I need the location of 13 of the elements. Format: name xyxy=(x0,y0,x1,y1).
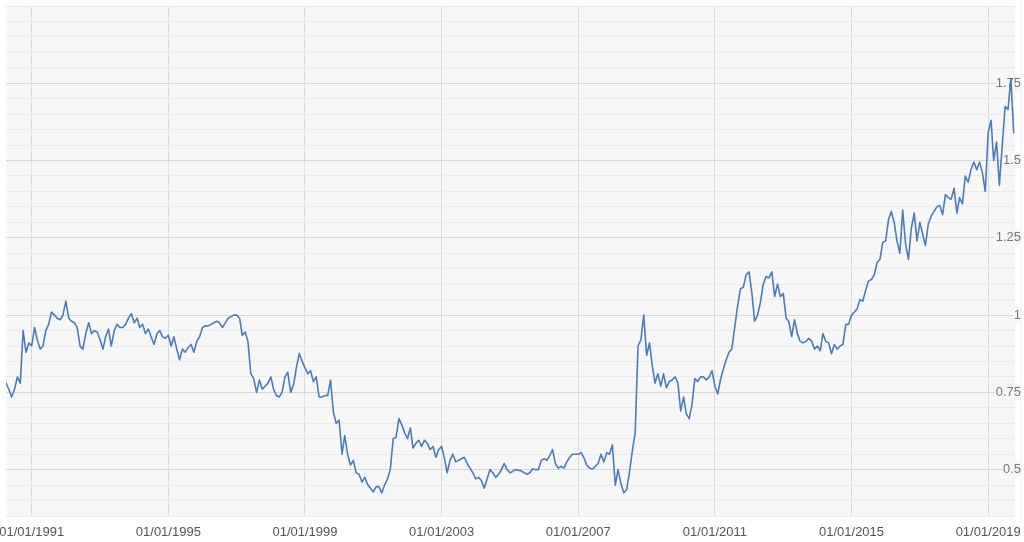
x-tick-label: 01/01/1999 xyxy=(272,524,338,540)
x-tick-label: 01/01/1991 xyxy=(0,524,65,540)
x-tick-label: 01/01/2011 xyxy=(682,524,747,540)
y-tick-label: 1 xyxy=(1013,306,1021,322)
x-tick-label: 01/01/2015 xyxy=(818,524,885,540)
y-tick-label: 0.75 xyxy=(995,383,1021,399)
y-tick-label: 0.5 xyxy=(1002,461,1021,477)
x-tick-label: 01/01/2007 xyxy=(545,524,611,540)
y-tick-label: 1.25 xyxy=(995,229,1021,245)
x-tick-label: 01/01/2003 xyxy=(409,524,475,540)
x-tick-label: 01/01/2019 xyxy=(955,524,1021,540)
x-tick-label: 01/01/1995 xyxy=(135,524,201,540)
y-tick-label: 1.5 xyxy=(1002,152,1021,168)
